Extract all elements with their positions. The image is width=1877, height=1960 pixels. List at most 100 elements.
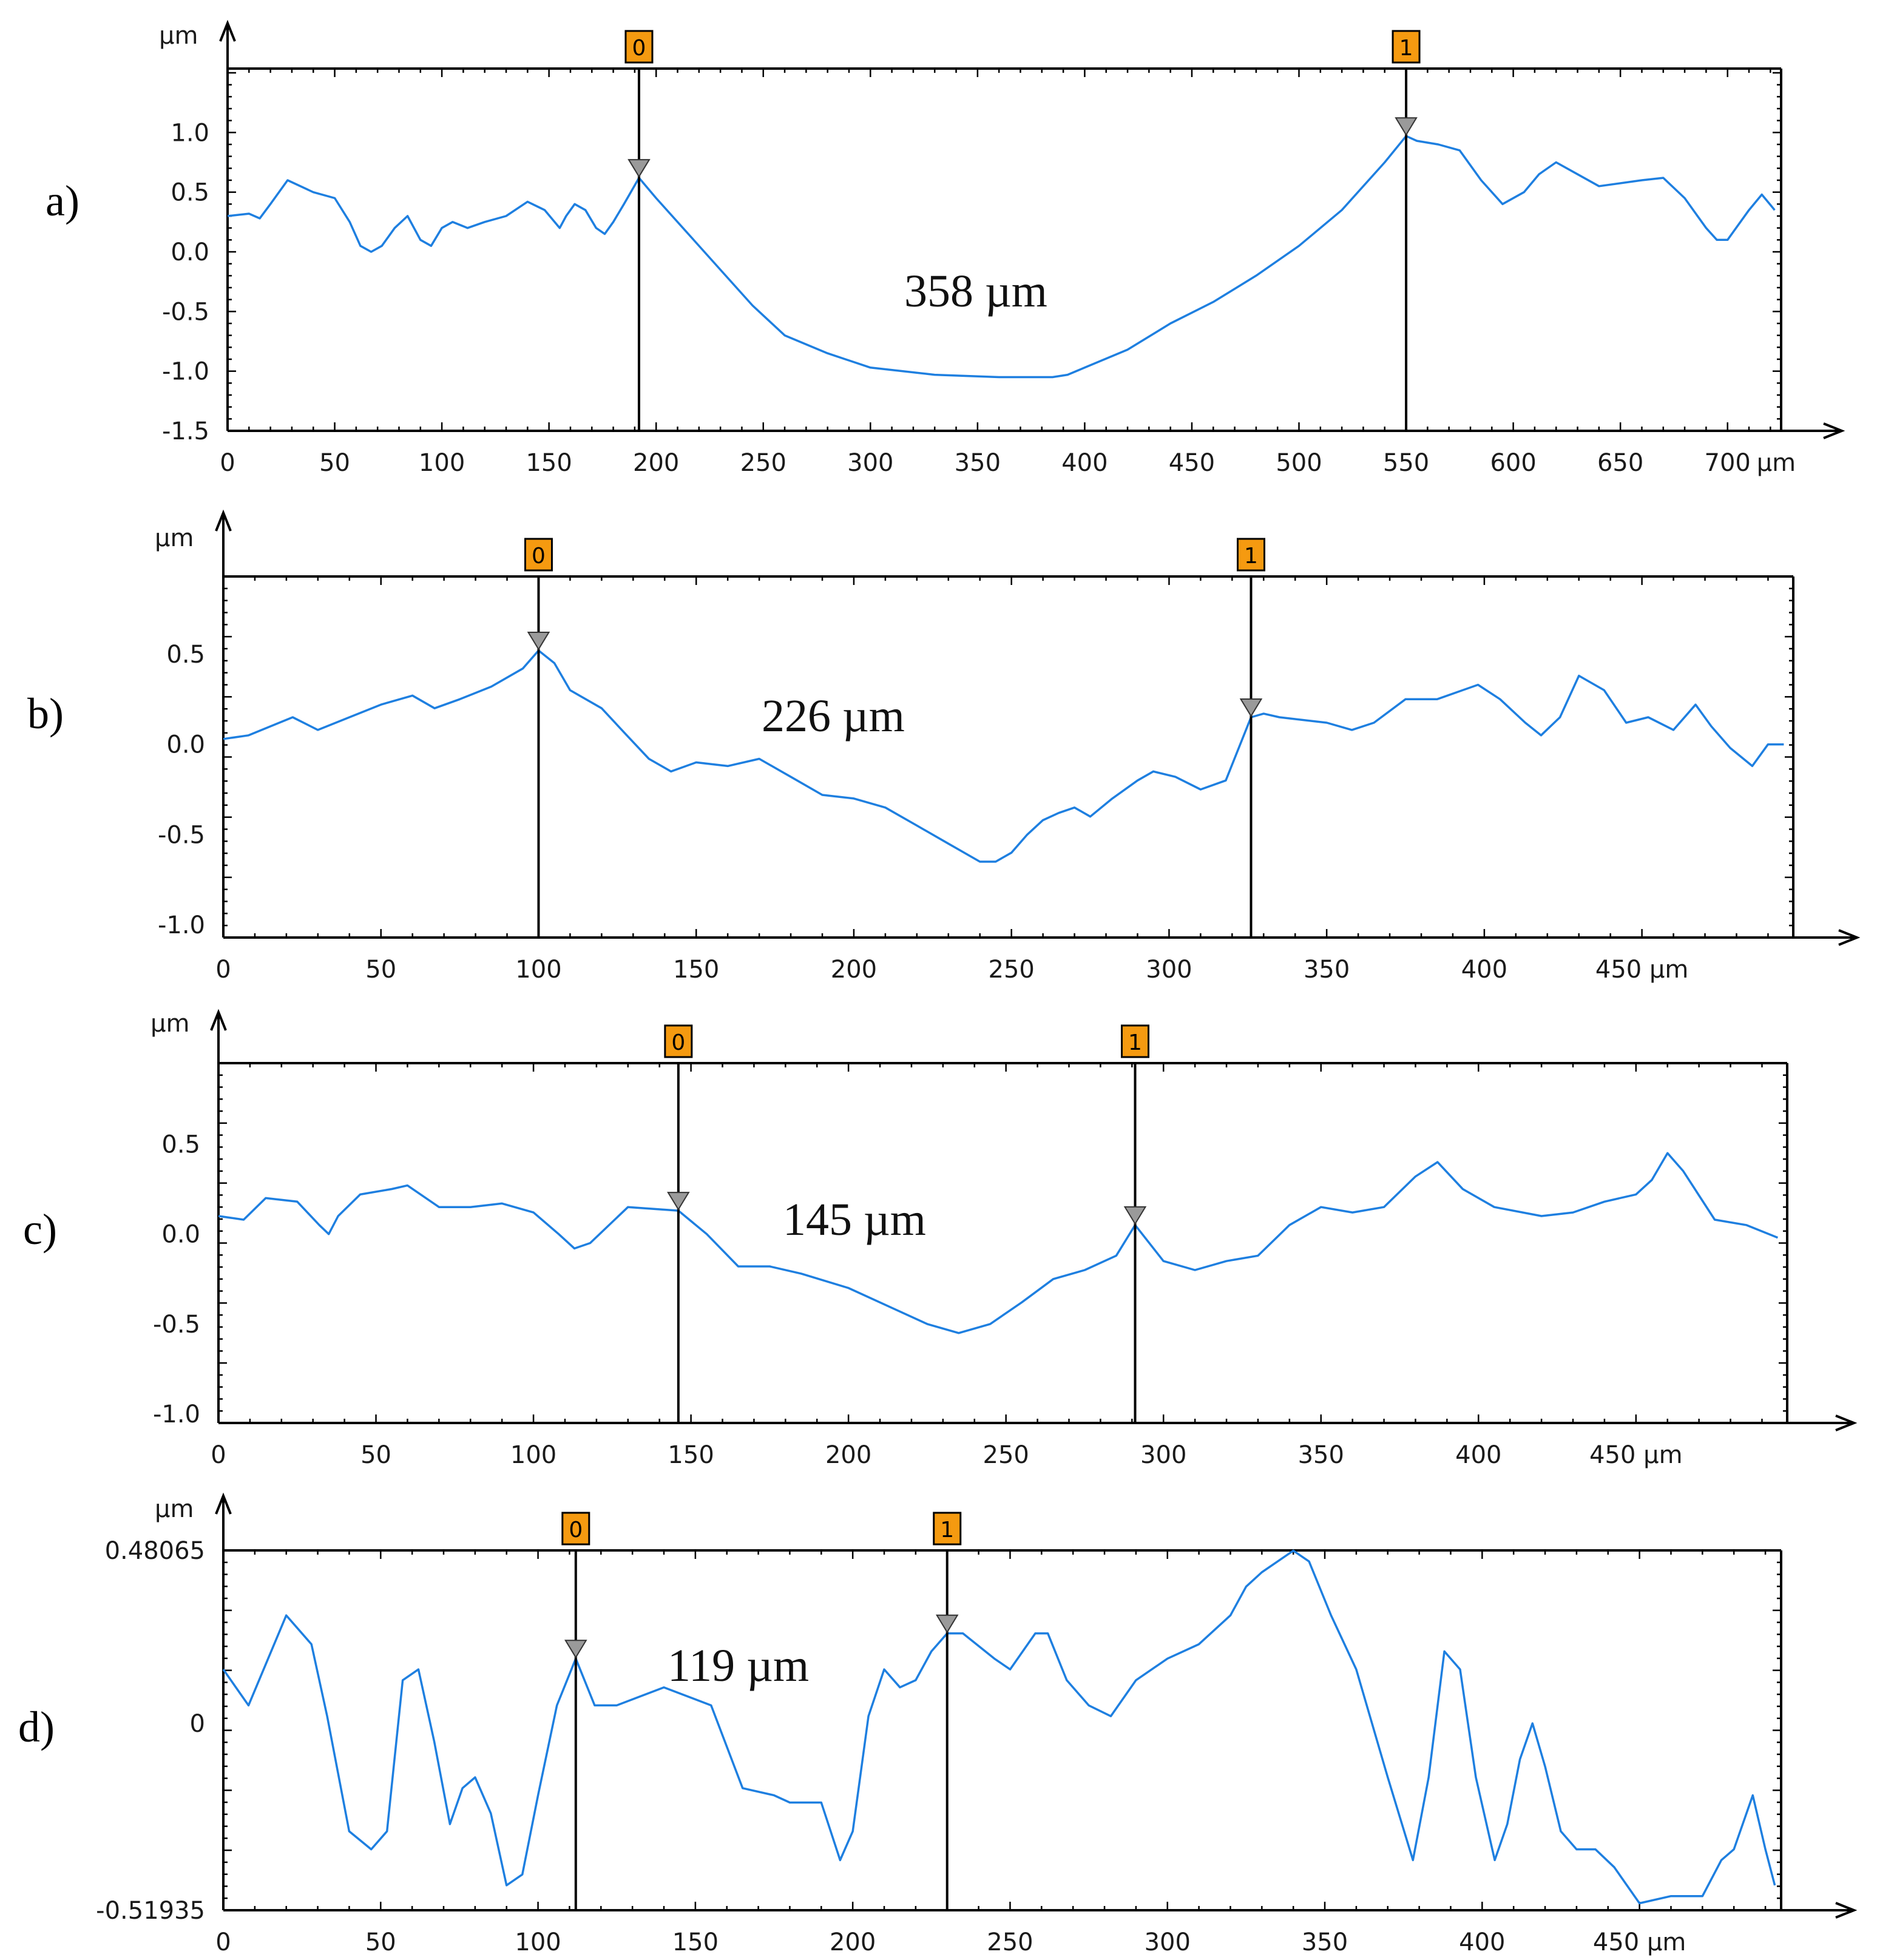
y-axis-arrow — [210, 1009, 227, 1031]
x-tick-label: 450 — [1169, 449, 1215, 477]
x-tick-label: 450 µm — [1595, 956, 1688, 984]
y-tick-label: 1.0 — [171, 119, 209, 147]
cursor-triangle — [1239, 698, 1263, 717]
x-tick-label: 300 — [1146, 956, 1192, 984]
y-tick-label: -1.5 — [162, 417, 209, 445]
x-tick-label: 0 — [215, 1928, 231, 1956]
y-tick-label: -0.5 — [153, 1311, 200, 1339]
x-tick-label: 200 — [830, 1928, 876, 1956]
cursor-marker-1[interactable]: 1 — [1236, 538, 1265, 938]
x-tick-label: 450 µm — [1589, 1441, 1682, 1469]
y-tick-label: -0.5 — [158, 821, 205, 849]
x-tick-label: 200 — [825, 1441, 871, 1469]
y-tick-label: 0.0 — [171, 238, 209, 266]
x-tick-label: 700 — [1705, 449, 1751, 477]
x-tick-label: 400 — [1061, 449, 1108, 477]
x-tick-label: 300 — [847, 449, 893, 477]
x-tick-label: 350 — [1302, 1928, 1348, 1956]
cursor-triangle — [527, 631, 550, 651]
distance-annotation: 119 µm — [668, 1640, 809, 1691]
cursor-label-box — [933, 1512, 962, 1546]
cursor-marker-0[interactable]: 0 — [664, 1024, 693, 1423]
x-tick-label: 350 — [1304, 956, 1350, 984]
y-unit-label: µm — [155, 1495, 194, 1523]
distance-annotation: 358 µm — [904, 266, 1047, 317]
x-tick-label: 250 — [989, 956, 1035, 984]
profile-line — [222, 1549, 1776, 1905]
x-tick-label: 650 — [1597, 449, 1643, 477]
x-axis-arrow — [1823, 422, 1845, 439]
x-axis-arrow — [1838, 929, 1861, 946]
x-tick-label: 450 µm — [1593, 1928, 1686, 1956]
y-tick-label: -0.5 — [162, 298, 209, 326]
cursor-label: 1 — [940, 1518, 954, 1543]
x-tick-label: 100 — [510, 1441, 556, 1469]
cursor-label-box — [664, 1024, 693, 1058]
chart-panel-a: 0 50 100 150 200 250 300 350 400 450 500 550 600 650 7… — [46, 19, 1845, 477]
cursor-triangle — [667, 1192, 690, 1211]
panel-label: b) — [27, 689, 64, 738]
distance-annotation: 226 µm — [762, 691, 905, 742]
cursor-marker-0[interactable]: 0 — [624, 30, 654, 431]
chart-panel-b: 0 50 100 150 200 250 300 350 400 450 µm 0.5 0.0 -0.5… — [27, 509, 1861, 984]
x-tick-label: 300 — [1140, 1441, 1186, 1469]
panel-label: a) — [46, 177, 79, 225]
y-tick-label: -1.0 — [153, 1401, 200, 1428]
cursor-label: 0 — [532, 544, 546, 569]
y-tick-label: -1.0 — [162, 358, 209, 386]
x-tick-label: 150 — [668, 1441, 714, 1469]
cursor-marker-1[interactable]: 1 — [1392, 30, 1421, 431]
x-tick-label: 400 — [1461, 956, 1507, 984]
cursor-label: 1 — [1128, 1030, 1142, 1055]
y-tick-label: 0.5 — [166, 641, 205, 669]
cursor-marker-0[interactable]: 0 — [561, 1512, 590, 1910]
cursor-label: 0 — [569, 1518, 583, 1543]
y-tick-label: -1.0 — [158, 911, 205, 939]
y-axis-arrow — [215, 1492, 232, 1515]
x-tick-label: 50 — [365, 1928, 396, 1956]
x-tick-label: 0 — [215, 956, 231, 984]
cursor-marker-1[interactable]: 1 — [933, 1512, 962, 1910]
cursor-label-box — [1236, 538, 1265, 572]
y-tick-label: -0.51935 — [96, 1897, 205, 1925]
cursor-label-box — [524, 538, 553, 572]
panel-label: c) — [23, 1205, 57, 1254]
y-tick-label: 0.5 — [161, 1130, 200, 1158]
x-tick-label: 0 — [211, 1441, 226, 1469]
y-axis-arrow — [219, 19, 236, 42]
y-unit-label: µm — [155, 524, 194, 552]
y-tick-label: 0 — [190, 1710, 205, 1738]
y-tick-label: 0.48065 — [105, 1537, 205, 1565]
chart-panel-d: 0 50 100 150 200 250 300 350 400 450 µm 0.48065 0 -0… — [18, 1492, 1858, 1956]
cursor-marker-0[interactable]: 0 — [524, 538, 553, 938]
x-tick-label: 0 — [220, 449, 235, 477]
x-tick-label: 400 — [1455, 1441, 1501, 1469]
x-axis-arrow — [1835, 1902, 1858, 1919]
distance-annotation: 145 µm — [783, 1194, 926, 1245]
cursor-label-box — [1121, 1024, 1150, 1058]
x-tick-label: 150 — [673, 956, 719, 984]
x-tick-label: 200 — [633, 449, 679, 477]
x-tick-label: 600 — [1490, 449, 1536, 477]
y-unit-label: µm — [150, 1010, 189, 1038]
cursor-marker-1[interactable]: 1 — [1121, 1024, 1150, 1423]
x-tick-label: 250 — [983, 1441, 1029, 1469]
cursor-triangle — [564, 1640, 587, 1659]
cursor-label-box — [1392, 30, 1421, 64]
x-tick-label: 300 — [1145, 1928, 1191, 1956]
x-tick-label: 100 — [419, 449, 465, 477]
x-tick-label: 250 — [987, 1928, 1033, 1956]
x-tick-label: 50 — [319, 449, 350, 477]
cursor-triangle — [1123, 1206, 1147, 1225]
x-tick-label: 500 — [1276, 449, 1322, 477]
y-tick-label: 0.0 — [166, 731, 205, 759]
x-tick-label: 400 — [1459, 1928, 1505, 1956]
y-unit-label: µm — [159, 22, 198, 50]
x-tick-label: 100 — [515, 956, 561, 984]
x-tick-label: 100 — [515, 1928, 561, 1956]
y-tick-label: 0.0 — [161, 1221, 200, 1249]
cursor-label: 0 — [671, 1030, 685, 1055]
x-tick-label: 250 — [740, 449, 786, 477]
x-tick-label: 550 — [1383, 449, 1429, 477]
